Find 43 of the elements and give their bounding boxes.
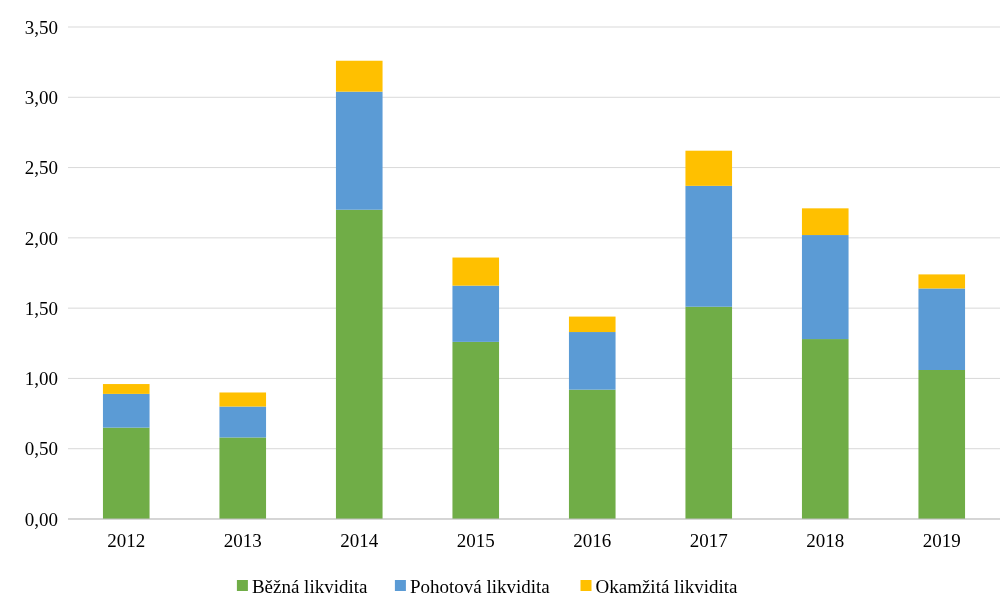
- bar: [801, 339, 849, 519]
- bar: [918, 369, 966, 519]
- bar: [685, 150, 733, 186]
- bar: [452, 341, 500, 519]
- x-tick-label: 2017: [689, 530, 728, 551]
- y-tick-label: 1,00: [24, 368, 58, 390]
- y-tick-label: 2,50: [24, 157, 58, 179]
- bar: [801, 235, 849, 340]
- bar: [568, 332, 616, 390]
- x-tick-label: 2019: [922, 530, 961, 551]
- legend-label: Běžná likvidita: [251, 575, 369, 597]
- y-tick-label: 2,00: [24, 227, 58, 249]
- y-tick-label: 1,50: [24, 297, 58, 319]
- bar: [918, 274, 966, 289]
- x-tick-label: 2018: [806, 530, 845, 551]
- x-tick-label: 2015: [456, 530, 495, 551]
- bar: [335, 60, 383, 92]
- bar: [568, 316, 616, 333]
- bar: [219, 437, 267, 519]
- bar: [102, 384, 150, 394]
- bar: [452, 285, 500, 342]
- bar: [918, 288, 966, 370]
- bar: [568, 389, 616, 519]
- bar: [219, 392, 267, 407]
- legend-label: Okamžitá likvidita: [595, 575, 738, 597]
- bar: [685, 306, 733, 519]
- bar: [102, 427, 150, 519]
- x-tick-label: 2014: [340, 530, 379, 551]
- bar: [335, 91, 383, 210]
- x-tick-label: 2012: [107, 530, 146, 551]
- bar: [685, 185, 733, 307]
- y-tick-label: 0,50: [24, 438, 58, 460]
- bar: [335, 209, 383, 519]
- y-tick-label: 3,50: [24, 16, 58, 38]
- x-tick-label: 2016: [573, 530, 612, 551]
- x-tick-label: 2013: [223, 530, 262, 551]
- bar: [801, 208, 849, 236]
- bar: [219, 406, 267, 438]
- y-tick-label: 3,00: [24, 86, 58, 108]
- bar: [102, 393, 150, 428]
- bar: [452, 257, 500, 286]
- legend-label: Pohotová likvidita: [409, 575, 551, 597]
- y-tick-label: 0,00: [24, 508, 58, 530]
